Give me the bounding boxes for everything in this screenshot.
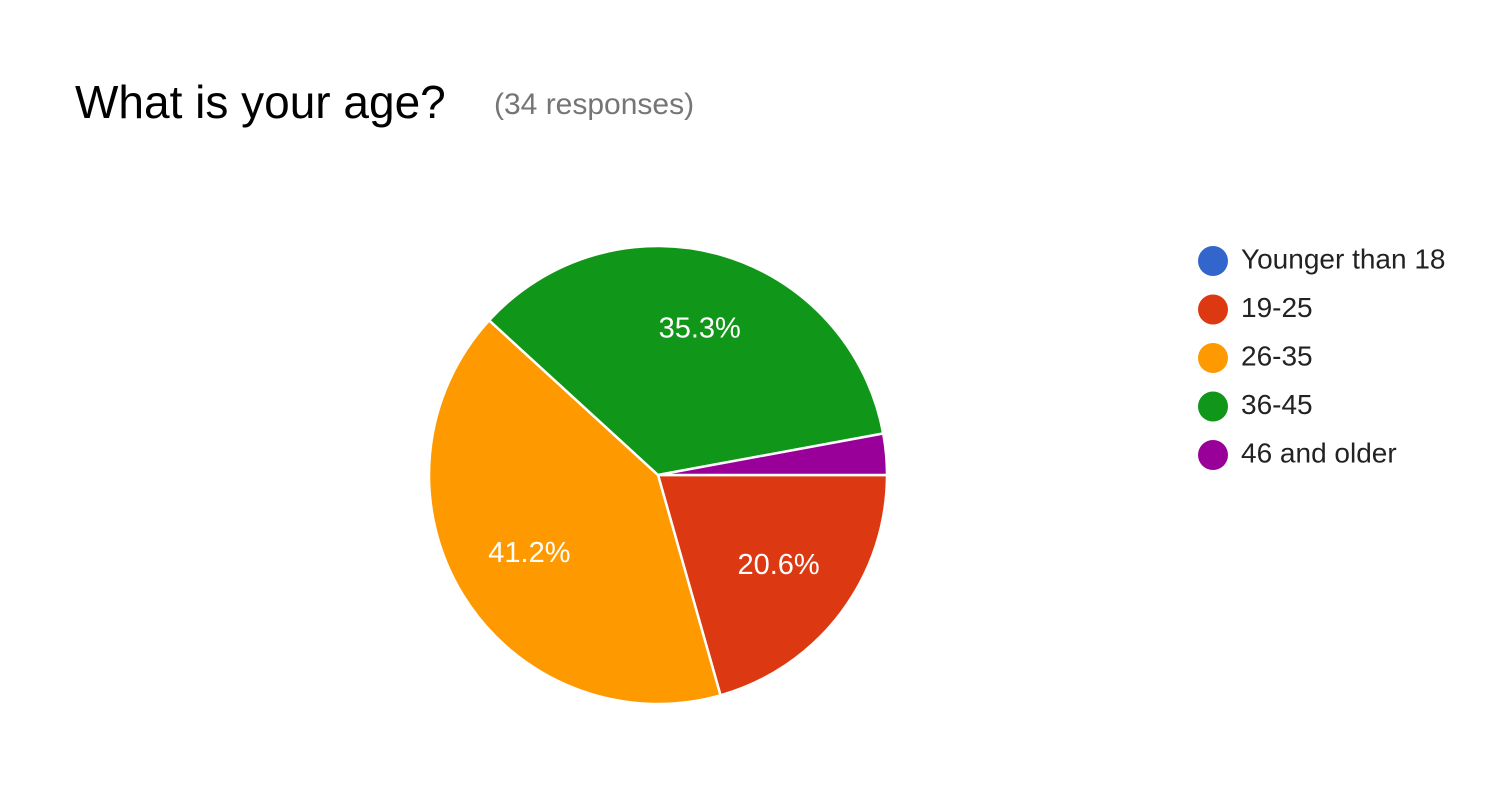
legend-swatch bbox=[1198, 343, 1228, 373]
legend-swatch bbox=[1198, 391, 1228, 422]
legend-swatch bbox=[1198, 294, 1228, 325]
legend-label: 26-35 bbox=[1241, 340, 1313, 371]
chart-title: What is your age? bbox=[75, 76, 446, 128]
pie-slice bbox=[427, 318, 723, 706]
slice-label: 35.3% bbox=[659, 312, 741, 344]
legend-swatch bbox=[1198, 440, 1228, 470]
slice-label: 20.6% bbox=[737, 549, 819, 581]
slice-label: 41.2% bbox=[488, 537, 570, 569]
pie-slice bbox=[487, 244, 885, 477]
legend-label: 46 and older bbox=[1241, 437, 1397, 468]
legend-label: Younger than 18 bbox=[1241, 243, 1446, 274]
chart-subtitle: (34 responses) bbox=[494, 88, 694, 121]
pie-slice bbox=[657, 432, 889, 477]
legend-label: 19-25 bbox=[1241, 292, 1313, 323]
legend-swatch bbox=[1198, 246, 1228, 276]
pie-slice bbox=[656, 473, 889, 697]
legend-label: 36-45 bbox=[1241, 389, 1313, 420]
